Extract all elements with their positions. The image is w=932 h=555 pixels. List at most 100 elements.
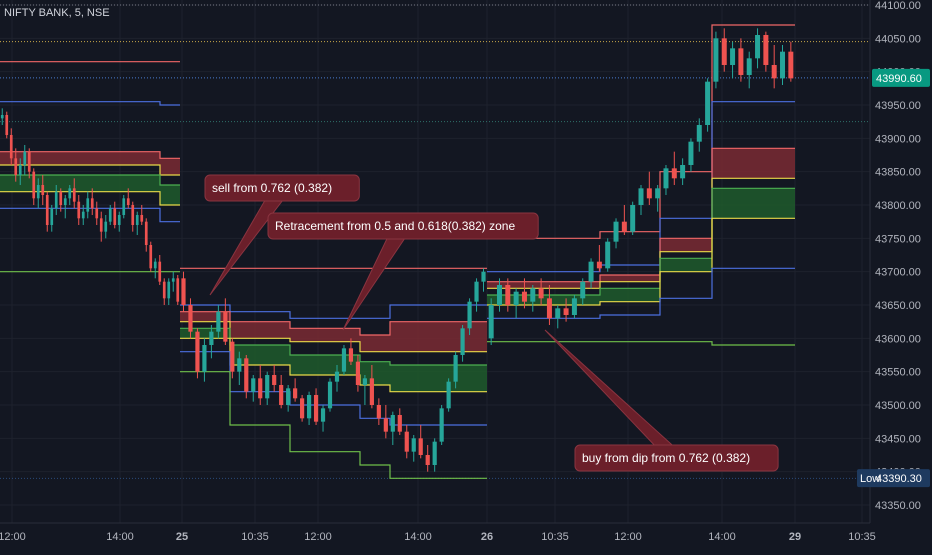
session-levels-0 — [0, 61, 180, 273]
candle-body — [680, 165, 686, 179]
candle-body — [763, 35, 769, 65]
candle-body — [18, 165, 22, 175]
green-zone — [0, 175, 180, 205]
x-tick-label: 10:35 — [848, 531, 876, 543]
annotation-box — [204, 174, 360, 202]
level-line-yellow-low — [487, 217, 795, 306]
level-line-yellow — [0, 164, 180, 176]
candle-body — [188, 305, 193, 332]
y-tick-label: 43450.00 — [875, 433, 921, 445]
annotation-box — [267, 212, 539, 240]
candle-body — [496, 285, 502, 305]
green-zone — [487, 188, 795, 305]
candle-body — [474, 281, 479, 302]
y-tick-label: 43800.00 — [875, 200, 921, 212]
candle-body — [144, 221, 148, 245]
candle-body — [9, 135, 13, 159]
candle-body — [730, 48, 736, 65]
candle-body — [251, 378, 256, 392]
low-badge-label: Low — [860, 473, 880, 485]
x-tick-label: 10:35 — [241, 531, 269, 543]
candle-body — [538, 288, 544, 299]
candle-body — [104, 221, 108, 232]
candle-body — [158, 261, 162, 282]
candle-body — [223, 311, 228, 342]
candle-body — [135, 215, 139, 225]
candle-body — [460, 328, 465, 355]
candle-body — [369, 378, 374, 405]
candle-body — [113, 208, 117, 225]
candle-body — [95, 208, 99, 219]
candle-body — [68, 188, 72, 199]
candle-body — [167, 281, 171, 299]
candle-body — [397, 415, 402, 432]
candle-body — [63, 198, 67, 205]
x-tick-label: 14:00 — [106, 531, 134, 543]
candle-body — [467, 301, 472, 329]
candle-body — [546, 298, 552, 319]
candle-body — [81, 211, 85, 219]
candle-body — [721, 38, 727, 65]
green-zone — [180, 328, 487, 392]
candle-body — [555, 308, 561, 319]
candle-body — [59, 191, 63, 205]
candle-body — [530, 288, 536, 302]
candle-body — [279, 385, 284, 405]
annotation-pointer — [342, 225, 415, 331]
candle-body — [580, 281, 586, 299]
candle-body — [513, 291, 519, 305]
red-zone — [487, 148, 795, 289]
candle-body — [36, 185, 40, 199]
candle-body — [481, 271, 486, 282]
candle-body — [432, 441, 437, 465]
candle-body — [77, 201, 81, 219]
x-tick-label: 10:35 — [541, 531, 569, 543]
y-tick-label: 43350.00 — [875, 500, 921, 512]
candle-body — [23, 151, 27, 165]
candle-body — [383, 418, 388, 432]
x-tick-label: 14:00 — [404, 531, 432, 543]
annotation-text: sell from 0.762 (0.382) — [212, 181, 332, 195]
level-line-top-red — [487, 24, 795, 239]
candle-body — [176, 278, 180, 302]
candle-body — [0, 115, 4, 119]
candle-body — [334, 371, 340, 382]
candle-body — [32, 171, 36, 199]
level-line-red — [0, 151, 180, 159]
level-line-blue-hi — [180, 304, 487, 319]
candle-body — [453, 355, 458, 382]
candle-body — [313, 395, 319, 422]
candle-body — [90, 198, 94, 209]
candle-body — [293, 388, 298, 399]
candle-body — [45, 195, 49, 225]
candle-body — [327, 381, 333, 409]
candle-body — [688, 141, 694, 165]
candle-body — [202, 345, 207, 372]
candle-body — [605, 241, 611, 269]
candle-body — [588, 261, 594, 282]
red-zone — [0, 151, 180, 175]
level-line-green-low — [487, 341, 795, 346]
candle-body — [376, 405, 381, 419]
annotation-box — [574, 444, 779, 472]
y-tick-label: 43600.00 — [875, 333, 921, 345]
y-tick-label: 43900.00 — [875, 133, 921, 145]
candle-body — [404, 431, 409, 452]
candle-body — [258, 378, 263, 399]
candle-body — [563, 308, 569, 315]
session-levels-1 — [180, 267, 487, 479]
annotation-text: Retracement from 0.5 and 0.618(0.382) zo… — [275, 219, 515, 233]
candle-body — [355, 361, 361, 385]
session-levels-2 — [487, 24, 795, 346]
candle-body — [41, 185, 45, 195]
candle-body — [646, 188, 652, 199]
x-tick-label: 14:00 — [708, 531, 736, 543]
y-tick-label: 43550.00 — [875, 367, 921, 379]
candle-body — [696, 125, 702, 142]
grid — [0, 0, 870, 523]
candle-body — [746, 58, 752, 75]
y-axis: 43350.0043400.0043450.0043500.0043550.00… — [857, 0, 932, 550]
candle-body — [439, 408, 444, 442]
